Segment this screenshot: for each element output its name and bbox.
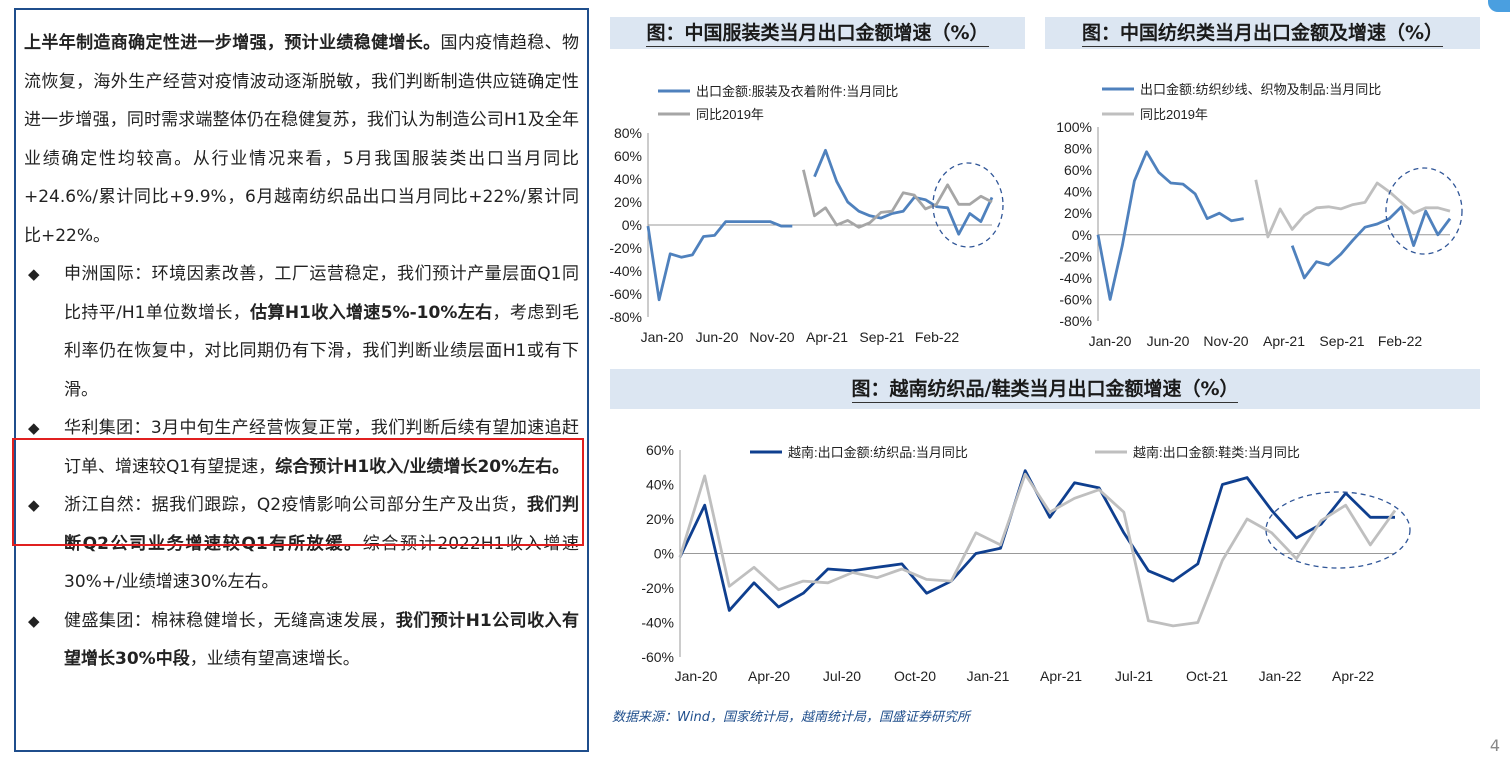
x-tick-label: Jan-20 <box>641 329 684 345</box>
chart3-title: 图：越南纺织品/鞋类当月出口金额增速（%） <box>610 369 1480 409</box>
x-tick-label: Feb-22 <box>915 329 960 345</box>
y-tick-label: 80% <box>614 125 642 141</box>
x-tick-label: Apr-21 <box>1263 333 1305 349</box>
chart1-title: 图：中国服装类当月出口金额增速（%） <box>610 17 1025 49</box>
x-tick-label: Jan-21 <box>967 668 1010 684</box>
y-tick-label: -40% <box>1059 270 1092 286</box>
y-tick-label: 0% <box>622 217 642 233</box>
diamond-bullet-icon: ◆ <box>28 265 40 283</box>
page-number: 4 <box>1489 736 1500 755</box>
y-tick-label: -20% <box>609 240 642 256</box>
left-text-panel: 上半年制造商确定性进一步增强，预计业绩稳健增长。国内疫情趋稳、物流恢复，海外生产… <box>14 8 589 752</box>
y-tick-label: 40% <box>614 171 642 187</box>
x-tick-label: Jul-20 <box>823 668 861 684</box>
chart2-title-text: 图：中国纺织类当月出口金额及增速（%） <box>1081 20 1444 47</box>
chart3-title-text: 图：越南纺织品/鞋类当月出口金额增速（%） <box>851 376 1239 403</box>
bullet-bold-text: 综合预计H1收入/业绩增长20%左右。 <box>275 456 570 477</box>
legend-label: 出口金额:服装及衣着附件:当月同比 <box>696 84 898 99</box>
x-tick-label: Sep-21 <box>1319 333 1364 349</box>
y-tick-label: 0% <box>1072 227 1092 243</box>
chart-china-textile: 100% 80% 60% 40% 20% 0% -20% -40% -60% -80% Jan-20… <box>1056 82 1463 349</box>
y-tick-label: -20% <box>1059 248 1092 264</box>
x-tick-label: Jun-20 <box>696 329 739 345</box>
y-tick-label: 0% <box>654 546 674 562</box>
bullet-text: ，考虑到毛利率仍在恢复中，对比同期仍有下滑，我们判断业绩层面H1或有下滑。 <box>64 302 579 400</box>
bullet-bold-text: 估算H1收入增速5%-10%左右 <box>250 302 493 323</box>
highlight-ellipse <box>932 162 1004 248</box>
x-tick-label: Feb-22 <box>1378 333 1423 349</box>
corner-badge <box>1488 0 1510 12</box>
bullet-text: 综合预计2022H1收入增速30%+/业绩增速30%左右。 <box>64 533 579 593</box>
bullet-text: 浙江自然：据我们跟踪，Q2疫情影响公司部分生产及出货， <box>64 495 527 515</box>
x-tick-label: Jul-21 <box>1115 668 1153 684</box>
intro-heading: 上半年制造商确定性进一步增强，预计业绩稳健增长。 <box>24 33 441 53</box>
bullet-text: 健盛集团：棉袜稳健增长，无缝高速发展， <box>64 610 396 631</box>
x-tick-label: Oct-21 <box>1186 668 1228 684</box>
series-line-2 <box>678 472 1397 628</box>
y-tick-label: -60% <box>641 649 674 665</box>
x-tick-label: Jan-20 <box>675 668 718 684</box>
series-line-2 <box>802 169 993 229</box>
y-tick-label: 20% <box>1064 205 1092 221</box>
y-tick-label: -80% <box>1059 313 1092 329</box>
highlight-ellipse <box>1385 167 1463 255</box>
x-tick-label: Apr-22 <box>1332 668 1374 684</box>
legend-label: 同比2019年 <box>696 107 764 122</box>
highlight-box <box>12 438 584 546</box>
y-tick-label: 20% <box>646 511 674 527</box>
x-tick-label: Oct-20 <box>894 668 936 684</box>
y-tick-label: 100% <box>1056 119 1092 135</box>
highlight-ellipse <box>1265 491 1411 569</box>
y-tick-label: -40% <box>609 263 642 279</box>
x-tick-label: Apr-21 <box>1040 668 1082 684</box>
bullet-text: 华利集团：3月中旬生产经营恢复正常，我们判断后续有望加速追赶订单、增速较Q1有望… <box>64 418 579 477</box>
chart2-title: 图：中国纺织类当月出口金额及增速（%） <box>1045 17 1480 49</box>
bullet-zhejiang-ziran: ◆ 浙江自然：据我们跟踪，Q2疫情影响公司部分生产及出货，我们判断Q2公司业务增… <box>24 486 579 602</box>
series-line-1 <box>1096 150 1452 301</box>
series-line-2 <box>1254 179 1451 239</box>
legend-label: 越南:出口金额:鞋类:当月同比 <box>1133 445 1300 460</box>
x-tick-label: Sep-21 <box>859 329 904 345</box>
y-tick-label: 40% <box>646 477 674 493</box>
intro-text: 国内疫情趋稳、物流恢复，海外生产经营对疫情波动逐渐脱敏，我们判断制造供应链确定性… <box>24 33 579 246</box>
y-tick-label: -20% <box>641 580 674 596</box>
y-tick-label: 40% <box>1064 184 1092 200</box>
bullet-huali: ◆ 华利集团：3月中旬生产经营恢复正常，我们判断后续有望加速追赶订单、增速较Q1… <box>24 409 579 486</box>
y-tick-label: -60% <box>1059 291 1092 307</box>
bullet-shenzhou: ◆ 申洲国际：环境因素改善，工厂运营稳定，我们预计产量层面Q1同比持平/H1单位… <box>24 255 579 409</box>
y-tick-label: -60% <box>609 286 642 302</box>
legend-label: 出口金额:纺织纱线、织物及制品:当月同比 <box>1140 82 1381 97</box>
intro-paragraph: 上半年制造商确定性进一步增强，预计业绩稳健增长。国内疫情趋稳、物流恢复，海外生产… <box>24 24 579 255</box>
x-tick-label: Jan-20 <box>1089 333 1132 349</box>
y-tick-label: -80% <box>609 309 642 325</box>
diamond-bullet-icon: ◆ <box>28 496 40 514</box>
y-tick-label: 60% <box>1064 162 1092 178</box>
chart1-title-text: 图：中国服装类当月出口金额增速（%） <box>646 20 989 47</box>
y-tick-label: 80% <box>1064 141 1092 157</box>
diamond-bullet-icon: ◆ <box>28 611 40 630</box>
x-tick-label: Nov-20 <box>1203 333 1248 349</box>
x-tick-label: Jun-20 <box>1147 333 1190 349</box>
y-tick-label: 60% <box>646 442 674 458</box>
bullet-text: 申洲国际：环境因素改善，工厂运营稳定，我们预计产量层面Q1同比持平/H1单位数增… <box>64 264 579 323</box>
diamond-bullet-icon: ◆ <box>28 419 40 437</box>
bullet-bold-text: 我们判断Q2公司业务增速较Q1有所放缓。 <box>64 495 579 554</box>
data-source-note: 数据来源：Wind，国家统计局，越南统计局，国盛证券研究所 <box>612 710 970 725</box>
y-tick-label: -40% <box>641 615 674 631</box>
y-tick-label: 20% <box>614 194 642 210</box>
chart-vietnam-textile-footwear: 60% 40% 20% 0% -20% -40% -60%Jan-20 Apr-20 Jul-2… <box>641 442 1411 684</box>
bullet-text: ，业绩有望高速增长。 <box>189 649 360 669</box>
x-tick-label: Apr-20 <box>748 668 790 684</box>
chart-china-apparel: 80% 60% 40% 20% 0% -20% -40% -60% -80% Jan-20 Jun-… <box>609 84 1004 345</box>
bullet-bold-text: 我们预计H1公司收入有望增长30%中段 <box>64 610 579 670</box>
bullet-jiansheng: ◆ 健盛集团：棉袜稳健增长，无缝高速发展，我们预计H1公司收入有望增长30%中段… <box>24 602 579 679</box>
y-tick-label: 60% <box>614 148 642 164</box>
legend-label: 同比2019年 <box>1140 107 1208 122</box>
x-tick-label: Apr-21 <box>806 329 848 345</box>
x-tick-label: Nov-20 <box>749 329 794 345</box>
legend-label: 越南:出口金额:纺织品:当月同比 <box>788 445 968 460</box>
series-line-1 <box>646 148 994 302</box>
x-tick-label: Jan-22 <box>1259 668 1302 684</box>
